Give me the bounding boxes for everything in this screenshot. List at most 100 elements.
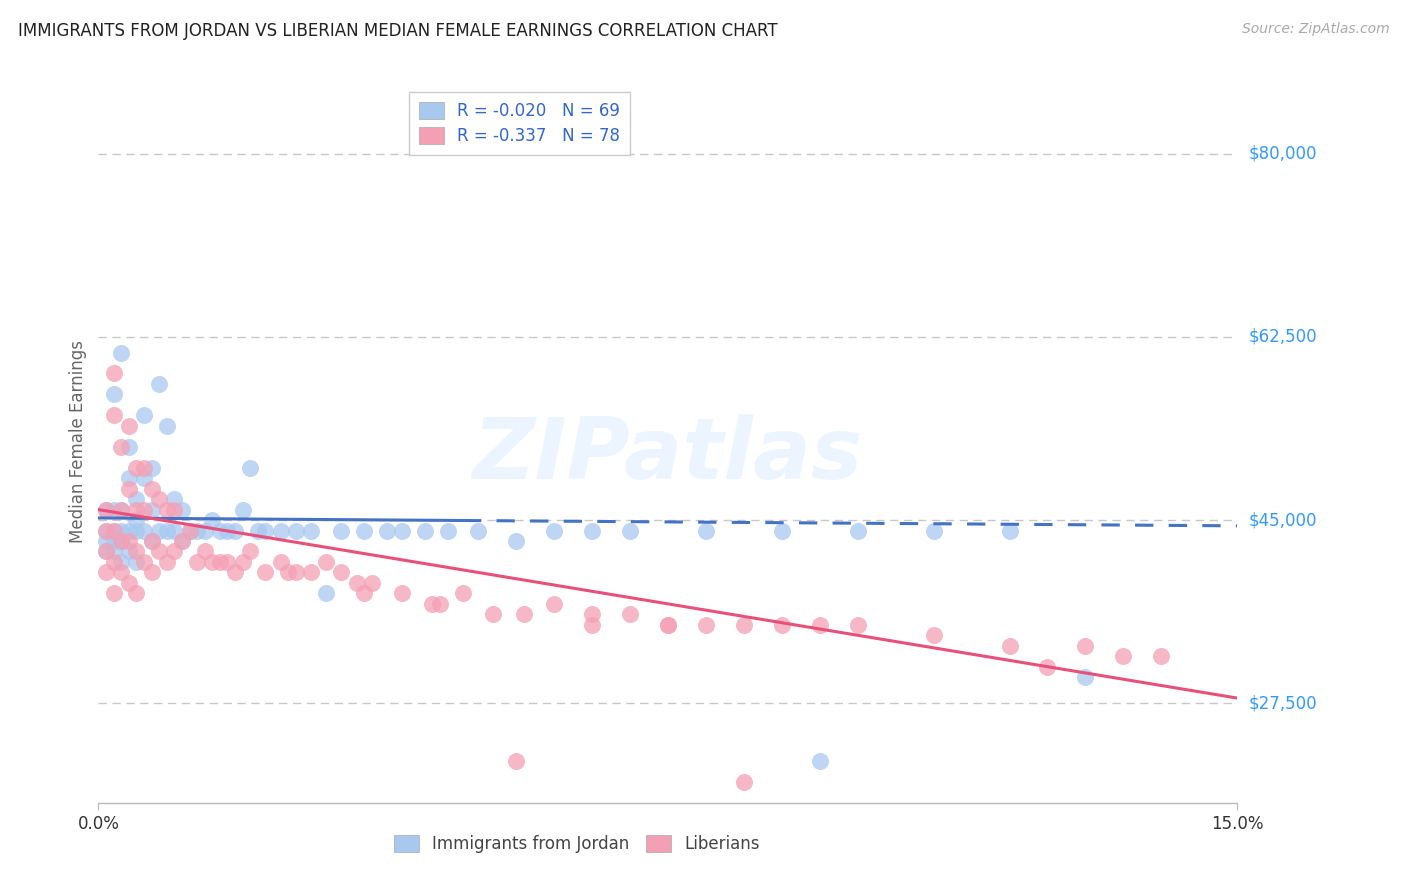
Point bbox=[110, 534, 132, 549]
Point bbox=[284, 524, 307, 538]
Point bbox=[657, 617, 679, 632]
Point bbox=[125, 502, 148, 516]
Point bbox=[163, 524, 186, 538]
Point bbox=[208, 524, 231, 538]
Point bbox=[94, 502, 117, 516]
Point bbox=[239, 544, 262, 558]
Point bbox=[391, 586, 413, 600]
Point bbox=[217, 524, 239, 538]
Point bbox=[270, 524, 292, 538]
Point bbox=[103, 544, 125, 558]
Point bbox=[1112, 649, 1135, 664]
Point bbox=[422, 597, 444, 611]
Point bbox=[232, 502, 254, 516]
Point bbox=[581, 524, 603, 538]
Point bbox=[733, 617, 755, 632]
Point bbox=[132, 502, 155, 516]
Point bbox=[543, 597, 565, 611]
Point bbox=[94, 502, 117, 516]
Point bbox=[505, 534, 527, 549]
Point bbox=[695, 617, 717, 632]
Point bbox=[619, 607, 641, 622]
Point bbox=[346, 575, 368, 590]
Point bbox=[270, 555, 292, 569]
Point bbox=[846, 617, 869, 632]
Point bbox=[315, 555, 337, 569]
Point bbox=[156, 502, 179, 516]
Point bbox=[194, 544, 217, 558]
Point bbox=[148, 376, 170, 391]
Text: IMMIGRANTS FROM JORDAN VS LIBERIAN MEDIAN FEMALE EARNINGS CORRELATION CHART: IMMIGRANTS FROM JORDAN VS LIBERIAN MEDIA… bbox=[18, 22, 778, 40]
Text: ZIPatlas: ZIPatlas bbox=[472, 415, 863, 498]
Point bbox=[118, 482, 141, 496]
Text: Source: ZipAtlas.com: Source: ZipAtlas.com bbox=[1241, 22, 1389, 37]
Point bbox=[733, 775, 755, 789]
Point bbox=[330, 524, 353, 538]
Point bbox=[156, 418, 179, 433]
Point bbox=[254, 524, 277, 538]
Point bbox=[156, 524, 179, 538]
Point bbox=[581, 617, 603, 632]
Point bbox=[110, 345, 132, 359]
Point bbox=[94, 534, 117, 549]
Point bbox=[125, 555, 148, 569]
Point bbox=[770, 524, 793, 538]
Point bbox=[94, 524, 117, 538]
Point bbox=[110, 555, 132, 569]
Point bbox=[413, 524, 436, 538]
Y-axis label: Median Female Earnings: Median Female Earnings bbox=[69, 340, 87, 543]
Point bbox=[118, 440, 141, 454]
Point bbox=[179, 524, 201, 538]
Text: $45,000: $45,000 bbox=[1249, 511, 1317, 529]
Point bbox=[156, 555, 179, 569]
Point bbox=[170, 502, 193, 516]
Point bbox=[103, 409, 125, 423]
Point bbox=[125, 513, 148, 527]
Point bbox=[141, 534, 163, 549]
Point bbox=[217, 555, 239, 569]
Point bbox=[391, 524, 413, 538]
Point bbox=[132, 524, 155, 538]
Point bbox=[186, 555, 208, 569]
Point bbox=[360, 575, 382, 590]
Point bbox=[467, 524, 489, 538]
Point bbox=[110, 566, 132, 580]
Point bbox=[94, 544, 117, 558]
Point bbox=[224, 524, 246, 538]
Text: $80,000: $80,000 bbox=[1249, 145, 1317, 162]
Point bbox=[315, 586, 337, 600]
Point bbox=[118, 575, 141, 590]
Point bbox=[186, 524, 208, 538]
Point bbox=[277, 566, 299, 580]
Point bbox=[1150, 649, 1173, 664]
Point bbox=[103, 367, 125, 381]
Point bbox=[132, 555, 155, 569]
Point bbox=[163, 492, 186, 507]
Point bbox=[543, 524, 565, 538]
Point bbox=[581, 607, 603, 622]
Point bbox=[103, 387, 125, 401]
Point bbox=[118, 418, 141, 433]
Point bbox=[922, 524, 945, 538]
Point bbox=[125, 460, 148, 475]
Point bbox=[141, 502, 163, 516]
Point bbox=[482, 607, 505, 622]
Point bbox=[695, 524, 717, 538]
Point bbox=[94, 544, 117, 558]
Point bbox=[657, 617, 679, 632]
Point bbox=[110, 502, 132, 516]
Point bbox=[170, 534, 193, 549]
Point bbox=[103, 534, 125, 549]
Point bbox=[512, 607, 534, 622]
Point bbox=[141, 566, 163, 580]
Point bbox=[125, 524, 148, 538]
Point bbox=[201, 513, 224, 527]
Point bbox=[118, 524, 141, 538]
Point bbox=[103, 502, 125, 516]
Point bbox=[201, 555, 224, 569]
Point bbox=[118, 471, 141, 485]
Point bbox=[94, 524, 117, 538]
Point bbox=[998, 524, 1021, 538]
Point bbox=[246, 524, 269, 538]
Point bbox=[118, 534, 141, 549]
